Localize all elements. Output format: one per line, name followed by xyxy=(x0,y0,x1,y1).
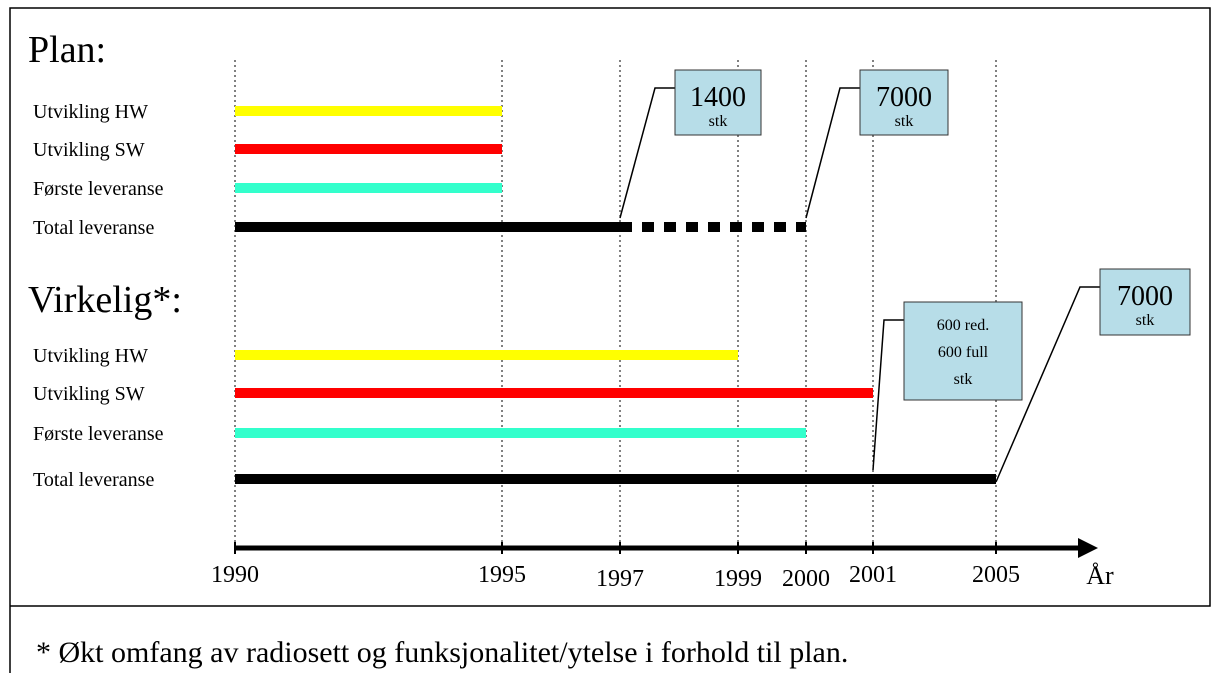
callout-text: 1400 xyxy=(690,82,746,113)
callout-text: stk xyxy=(1136,312,1155,329)
row-label: Utvikling HW xyxy=(33,345,148,367)
plan-title: Plan: xyxy=(28,29,106,71)
callout-text: stk xyxy=(954,371,973,388)
callout-text: 7000 xyxy=(876,82,932,113)
tick-label: 2005 xyxy=(972,562,1020,588)
axis-unit: År xyxy=(1086,561,1114,590)
row-label: Utvikling SW xyxy=(33,139,145,161)
callout-box xyxy=(859,69,949,136)
tick-label: 2001 xyxy=(849,562,897,588)
row-label: Første leveranse xyxy=(33,178,164,200)
leader-line xyxy=(805,87,860,219)
actual-title: Virkelig*: xyxy=(28,279,182,321)
leader-line xyxy=(619,87,675,219)
footnote: * Økt omfang av radiosett og funksjonali… xyxy=(36,636,848,669)
row-label: Utvikling HW xyxy=(33,101,148,123)
leader-line xyxy=(872,319,904,471)
callout-box xyxy=(674,69,762,136)
row-label: Total leveranse xyxy=(33,469,154,491)
tick-label: 1995 xyxy=(478,562,526,588)
callout-box xyxy=(903,301,1023,401)
axis-arrow xyxy=(1078,538,1098,558)
tick-label: 1997 xyxy=(596,566,644,592)
callout-text: stk xyxy=(895,113,914,130)
callout-box xyxy=(1099,268,1191,336)
callout-text: 7000 xyxy=(1117,281,1173,312)
tick-label: 1999 xyxy=(714,566,762,592)
tick-label: 2000 xyxy=(782,566,830,592)
row-label: Første leveranse xyxy=(33,423,164,445)
frame xyxy=(9,7,1211,673)
callout-text: stk xyxy=(709,113,728,130)
callout-text: 600 red. xyxy=(937,317,989,334)
callout-text: 600 full xyxy=(938,344,989,361)
tick-label: 1990 xyxy=(211,562,259,588)
row-label: Total leveranse xyxy=(33,217,154,239)
row-label: Utvikling SW xyxy=(33,383,145,405)
leader-line xyxy=(995,286,1100,483)
